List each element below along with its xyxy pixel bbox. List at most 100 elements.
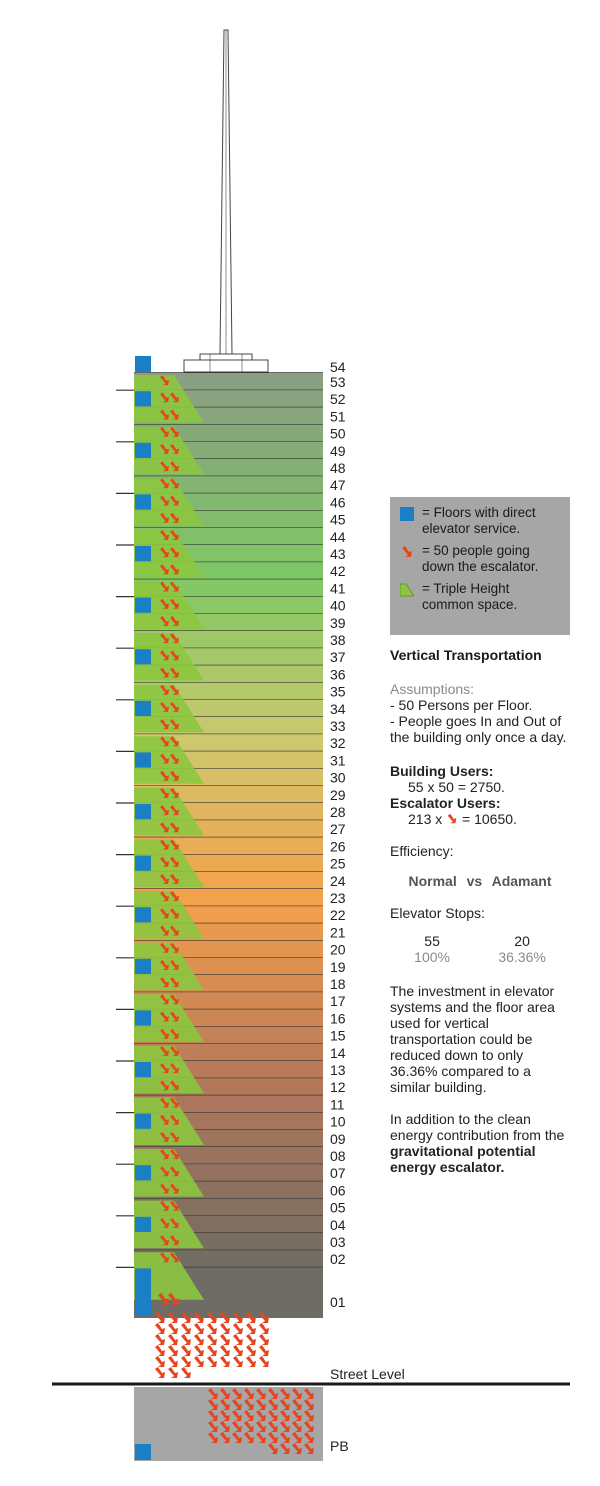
normal-stops: 55 100%	[414, 933, 450, 965]
floor-label: 13	[330, 1062, 346, 1078]
escalator-arrow-icon	[160, 581, 169, 592]
escalator-arrow-icon	[160, 925, 169, 936]
escalator-arrow-icon	[155, 1345, 165, 1356]
escalator-arrow-icon	[256, 1432, 266, 1443]
escalator-arrow-icon	[181, 1334, 191, 1345]
floor-band	[134, 992, 323, 1010]
escalator-arrow-icon	[268, 1421, 278, 1432]
floor-band	[134, 940, 323, 958]
escalator-arrow-icon	[160, 598, 169, 609]
escalator-arrow-icon	[256, 1399, 266, 1410]
escalator-arrow-icon	[170, 1011, 179, 1022]
floor-label: 09	[330, 1131, 346, 1147]
elevator-service-marker	[135, 442, 151, 458]
escalator-arrow-icon	[160, 908, 169, 919]
escalator-arrow-icon	[160, 444, 169, 454]
escalator-arrow-icon	[170, 444, 179, 454]
floor-label: 50	[330, 426, 346, 442]
escalator-arrow-icon	[160, 719, 169, 730]
escalator-arrow-icon	[160, 736, 169, 747]
floor-band	[134, 579, 323, 597]
escalator-arrow-icon	[170, 1028, 179, 1039]
floor-label: 43	[330, 546, 346, 562]
escalator-arrow-icon	[160, 960, 169, 970]
floor-band	[134, 734, 323, 752]
floor-label: 38	[330, 632, 346, 648]
floors	[116, 373, 323, 1318]
escalator-users-calc: 213 x = 10650.	[390, 811, 570, 827]
escalator-arrow-icon	[268, 1399, 278, 1410]
floor-label: 05	[330, 1200, 346, 1216]
triple-height-space	[134, 684, 204, 733]
escalator-arrow-icon	[181, 1356, 191, 1367]
floor-label: 48	[330, 460, 346, 476]
escalator-arrow-icon	[170, 633, 179, 644]
escalator-arrow-icon	[160, 874, 169, 884]
escalator-arrow-icon	[160, 1149, 169, 1160]
floor-label: 29	[330, 787, 346, 803]
floor-band	[134, 889, 323, 907]
escalator-arrow-icon	[256, 1410, 266, 1421]
floor-band	[134, 631, 323, 649]
escalator-arrow-icon	[246, 1345, 256, 1356]
escalator-arrow-icon	[170, 1200, 179, 1211]
escalator-users-heading: Escalator Users:	[390, 795, 501, 811]
legend-elevator: = Floors with direct elevator service.	[400, 505, 564, 537]
escalator-arrow-icon	[233, 1334, 243, 1345]
escalator-arrow-icon	[170, 564, 179, 575]
escalator-arrow-icon	[170, 1183, 179, 1194]
normal-stops-percent: 100%	[414, 949, 450, 965]
normal-stops-value: 55	[424, 933, 440, 949]
escalator-arrow-icon	[168, 1367, 178, 1378]
floor-label: 54	[330, 359, 346, 375]
floor-label: 20	[330, 942, 346, 958]
escalator-arrow-icon	[160, 512, 169, 523]
triple-height-space	[134, 1097, 204, 1145]
floor-label: 02	[330, 1251, 346, 1267]
floor-label: 14	[330, 1045, 346, 1061]
escalator-arrow-icon	[170, 1097, 179, 1108]
escalator-arrow-icon	[233, 1323, 243, 1334]
escalator-arrow-icon	[170, 1235, 179, 1246]
escalator-arrow-icon	[160, 1200, 169, 1211]
floor-band	[134, 373, 323, 391]
escalator-arrow-icon	[168, 1345, 178, 1356]
escalator-arrow-icon	[170, 891, 179, 902]
escalator-arrow-icon	[170, 805, 179, 816]
escalator-arrow-icon	[220, 1432, 230, 1443]
escalator-arrow-icon	[292, 1388, 302, 1399]
escalator-arrow-icon	[160, 426, 169, 437]
escalator-arrow-icon	[160, 547, 169, 558]
escalator-arrow-icon	[268, 1443, 278, 1454]
escalator-arrow-icon	[280, 1432, 290, 1443]
basement	[134, 1387, 323, 1461]
escalator-arrow-icon	[304, 1432, 314, 1443]
escalator-arrow-icon	[170, 530, 179, 540]
floor-label: 47	[330, 477, 346, 493]
floor-label: 52	[330, 391, 346, 407]
escalator-arrow-icon	[259, 1334, 269, 1345]
escalator-arrow-icon	[170, 392, 179, 403]
legend-escalator: = 50 people going down the escalator.	[400, 543, 564, 575]
floor-label: 01	[330, 1294, 346, 1310]
escalator-arrow-icon	[160, 822, 169, 833]
basement-label: PB	[330, 1438, 349, 1454]
escalator-arrow-icon	[194, 1312, 204, 1323]
escalator-arrow-icon	[232, 1388, 242, 1399]
escalator-arrow-icon	[170, 977, 179, 988]
floor-label: 17	[330, 993, 346, 1009]
escalator-arrow-icon	[181, 1367, 191, 1378]
escalator-arrow-icon	[160, 942, 169, 953]
escalator-arrow-icon	[170, 856, 179, 867]
floor-label: 15	[330, 1028, 346, 1044]
elevator-stops-values: 55 100% 20 36.36%	[390, 933, 570, 965]
elevator-service-marker	[135, 546, 151, 562]
escalator-arrow-icon	[220, 1345, 230, 1356]
triple-height-space	[134, 994, 204, 1042]
escalator-arrow-icon	[160, 1132, 169, 1142]
escalator-arrow-icon	[160, 650, 169, 661]
floor-label: 41	[330, 580, 346, 596]
floor-band	[134, 1250, 323, 1268]
floor-label: 25	[330, 856, 346, 872]
